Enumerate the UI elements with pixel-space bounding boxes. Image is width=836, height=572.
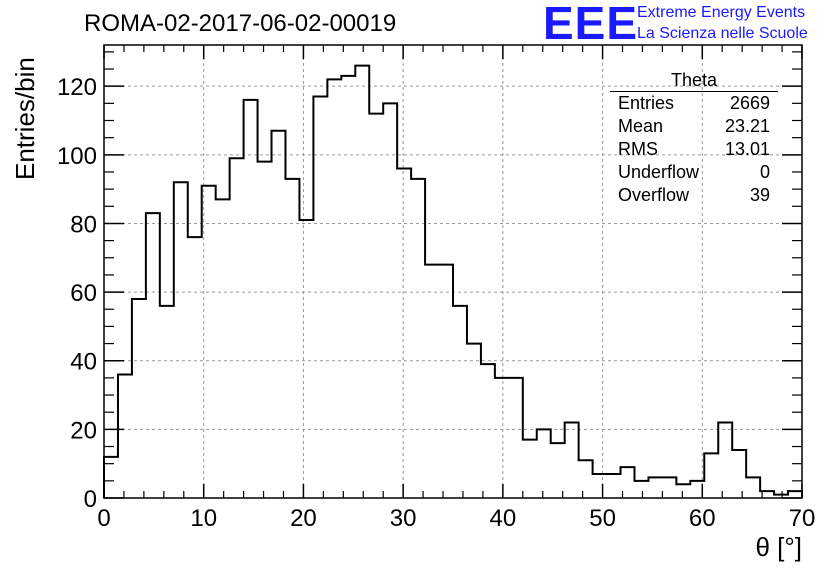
histogram-bin — [258, 162, 272, 498]
histogram-bin — [216, 199, 230, 498]
histogram-outline — [103, 64, 803, 498]
stats-label: Mean — [618, 116, 664, 136]
stats-value: 2669 — [729, 93, 770, 113]
histogram-bars — [103, 64, 803, 499]
histogram-bin — [481, 364, 495, 498]
y-tick-label: 40 — [70, 349, 97, 376]
histogram-bin — [104, 457, 118, 498]
histogram-bin — [565, 423, 579, 499]
x-tick-label: 20 — [290, 505, 317, 532]
stats-row-underflow: Underflow 0 — [610, 161, 778, 184]
histogram-bin — [593, 474, 607, 498]
y-axis-label: Entries/bin — [10, 57, 40, 180]
histogram-bin — [313, 96, 327, 498]
histogram-bin — [118, 374, 132, 498]
histogram-bin — [607, 474, 621, 498]
stats-row-entries: Entries 2669 — [610, 92, 778, 115]
logo-line-2: La Scienza nelle Scuole — [637, 25, 808, 42]
stats-box: Theta Entries 2669 Mean 23.21 RMS 13.01 … — [610, 70, 778, 207]
histogram-bin — [188, 237, 202, 498]
histogram-bin — [537, 429, 551, 498]
x-tick-label: 70 — [789, 505, 816, 532]
histogram-bin — [788, 491, 802, 498]
histogram-bin — [634, 481, 648, 498]
page-title: ROMA-02-2017-06-02-00019 — [84, 10, 397, 37]
histogram-bin — [369, 114, 383, 498]
x-tick-label: 10 — [190, 505, 217, 532]
x-axis-label: θ [°] — [755, 532, 802, 562]
histogram-bin — [523, 440, 537, 498]
histogram-bin — [383, 103, 397, 498]
x-tick-label: 40 — [490, 505, 517, 532]
histogram-bin — [551, 443, 565, 498]
y-tick-label: 60 — [70, 280, 97, 307]
stats-row-rms: RMS 13.01 — [610, 138, 778, 161]
stats-value: 23.21 — [724, 116, 770, 136]
histogram-bin — [341, 76, 355, 498]
histogram-bin — [355, 66, 369, 498]
histogram-bin — [495, 378, 509, 498]
histogram-bin — [662, 477, 676, 498]
histogram-bin — [397, 169, 411, 498]
stats-title: Theta — [610, 70, 778, 92]
stats-label: Overflow — [618, 185, 690, 205]
histogram-bin — [718, 423, 732, 499]
eee-logo: EEE — [543, 0, 639, 49]
histogram-bin — [327, 79, 341, 498]
y-tick-label: 100 — [57, 143, 97, 170]
histogram-bin — [467, 344, 481, 498]
histogram-bin — [230, 158, 244, 498]
stats-label: Underflow — [618, 162, 700, 182]
plot-frame — [103, 44, 803, 499]
histogram-bin — [244, 100, 258, 498]
x-tick-label: 60 — [689, 505, 716, 532]
histogram-bin — [509, 378, 523, 498]
histogram-bin — [746, 477, 760, 498]
histogram-bin — [676, 484, 690, 498]
stats-row-overflow: Overflow 39 — [610, 184, 778, 207]
y-tick-label: 20 — [70, 417, 97, 444]
stats-value: 39 — [749, 185, 770, 205]
y-tick-label: 0 — [84, 486, 97, 513]
histogram-bin — [411, 179, 425, 498]
y-tick-label: 80 — [70, 211, 97, 238]
logo-line-1: Extreme Energy Events — [637, 4, 806, 21]
histogram-bin — [425, 265, 439, 498]
histogram-bin — [146, 213, 160, 498]
axis-ticks — [103, 45, 803, 499]
histogram-bin — [160, 306, 174, 498]
histogram-bin — [132, 299, 146, 498]
stats-value: 13.01 — [724, 139, 770, 159]
x-tick-label: 0 — [97, 505, 110, 532]
stats-row-mean: Mean 23.21 — [610, 115, 778, 138]
histogram-bin — [732, 450, 746, 498]
histogram-bin — [174, 182, 188, 498]
stats-label: RMS — [618, 139, 658, 159]
x-tick-label: 50 — [589, 505, 616, 532]
histogram-bin — [648, 477, 662, 498]
x-tick-label: 30 — [390, 505, 417, 532]
stats-value: 0 — [759, 162, 770, 182]
histogram-bin — [453, 306, 467, 498]
histogram-bin — [272, 131, 286, 498]
stats-label: Entries — [618, 93, 675, 113]
histogram-bin — [285, 179, 299, 498]
histogram-bin — [439, 265, 453, 498]
tick-labels: 0 10 20 30 40 50 60 70 0 20 40 60 80 100 120 — [57, 74, 815, 532]
histogram-bin — [579, 460, 593, 498]
histogram-bin — [704, 453, 718, 498]
y-tick-label: 120 — [57, 74, 97, 101]
histogram-bin — [299, 220, 313, 498]
